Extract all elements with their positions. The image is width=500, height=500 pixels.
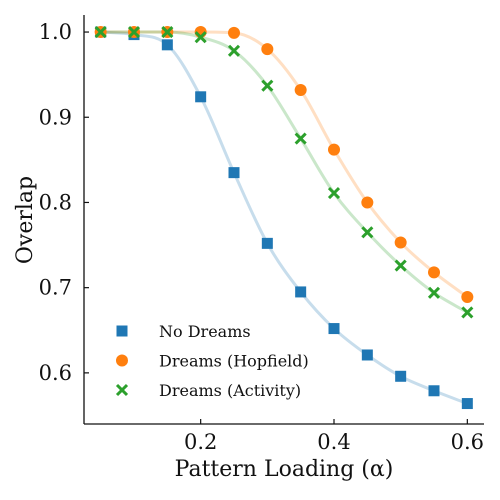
legend: No Dreams Dreams (Hopfield) Dreams (Activi… (115, 322, 309, 400)
data-point (461, 398, 473, 410)
x-axis-label: Pattern Loading (α) (175, 457, 394, 482)
fit-curve (99, 30, 469, 299)
fit-curves (99, 30, 469, 406)
data-point (194, 31, 207, 44)
data-point (394, 259, 407, 272)
y-tick-label: 0.7 (39, 276, 72, 300)
data-point (328, 143, 340, 156)
ticks: 0.2 0.4 0.6 0.6 0.7 0.8 0.9 1.0 (39, 20, 484, 454)
y-tick-label: 0.8 (39, 190, 72, 214)
x-tick-label: 0.4 (317, 430, 350, 454)
data-point (228, 167, 240, 179)
data-point (461, 291, 474, 304)
data-point (261, 79, 274, 92)
data-point (261, 237, 273, 249)
data-point (295, 286, 307, 298)
fit-curve (99, 30, 469, 406)
legend-marker (116, 325, 128, 337)
data-point (327, 187, 341, 200)
legend-marker (116, 354, 128, 367)
legend-marker (115, 383, 129, 397)
data-markers (94, 25, 474, 410)
legend-label: No Dreams (159, 322, 251, 341)
data-point (195, 91, 207, 103)
legend-label: Dreams (Activity) (159, 381, 301, 400)
data-point (294, 83, 307, 96)
y-tick-label: 1.0 (39, 20, 72, 44)
data-point (161, 25, 174, 39)
x-tick-label: 0.2 (184, 430, 217, 454)
data-point (428, 385, 440, 397)
data-point (461, 306, 474, 319)
data-point (361, 196, 374, 209)
legend-label: Dreams (Hopfield) (159, 352, 309, 371)
data-point (394, 236, 407, 249)
data-point (395, 370, 407, 382)
data-point (361, 349, 373, 361)
data-point (361, 226, 374, 239)
axes (83, 15, 484, 425)
data-point (428, 266, 440, 279)
y-tick-label: 0.9 (39, 105, 72, 129)
y-axis-label: Overlap (13, 176, 38, 264)
data-point (127, 25, 141, 39)
data-point (161, 39, 173, 51)
data-point (294, 132, 307, 145)
data-point (227, 44, 241, 57)
data-point (328, 323, 340, 335)
y-tick-label: 0.6 (39, 361, 72, 385)
data-point (427, 286, 441, 299)
data-point (228, 26, 240, 39)
data-point (94, 25, 107, 39)
x-tick-label: 0.6 (451, 430, 484, 454)
data-point (261, 43, 274, 56)
